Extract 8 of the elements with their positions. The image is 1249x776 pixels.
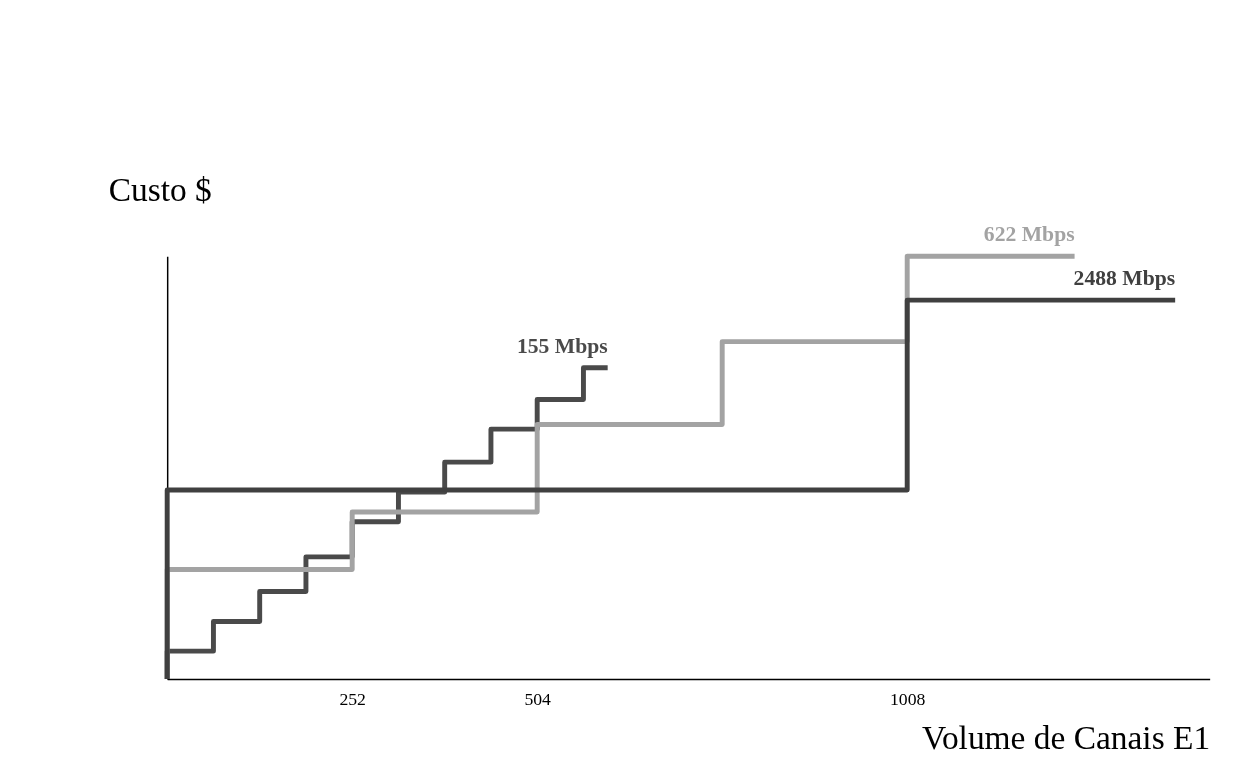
series-label: 155 Mbps bbox=[516, 334, 608, 359]
x-tick-label: 252 bbox=[339, 689, 366, 710]
x-tick-label: 504 bbox=[524, 689, 552, 710]
x-axis-title: Volume de Canais E1 bbox=[922, 719, 1211, 757]
x-tick-label: 1008 bbox=[890, 689, 926, 710]
series-label: 622 Mbps bbox=[983, 222, 1075, 247]
y-axis-title: Custo $ bbox=[108, 170, 212, 208]
series-label: 2488 Mbps bbox=[1073, 266, 1176, 291]
